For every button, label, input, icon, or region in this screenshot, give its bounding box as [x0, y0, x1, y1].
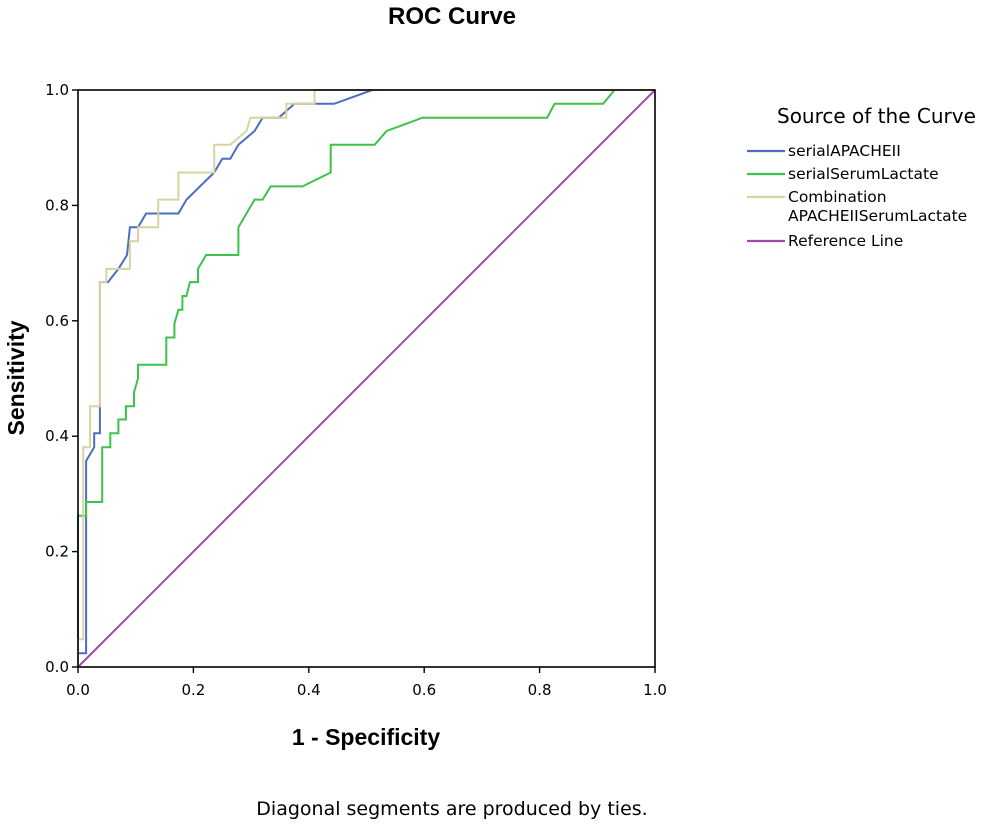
series-line-serialserumlactate [77, 89, 655, 667]
chart-title: ROC Curve [388, 3, 516, 30]
x-tick-label: 0.2 [181, 681, 205, 699]
series-layer [77, 89, 656, 668]
x-axis: 0.0 0.2 0.4 0.6 0.8 1.0 [66, 667, 667, 699]
y-tick-label: 0.6 [45, 312, 69, 330]
x-tick-label: 0.4 [297, 681, 321, 699]
y-tick-label: 0.8 [45, 196, 69, 214]
legend-label: serialSerumLactate [788, 165, 939, 183]
y-axis: 0.0 0.2 0.4 0.6 0.8 1.0 [45, 81, 78, 676]
y-tick-label: 0.4 [45, 427, 69, 445]
legend-label: Reference Line [788, 232, 903, 250]
footnote: Diagonal segments are produced by ties. [256, 798, 647, 820]
series-line-combination-apacheiiserumlactate [77, 89, 655, 667]
series-line-reference-line [77, 89, 656, 668]
plot-frame [77, 89, 656, 668]
legend-label: Combination [788, 188, 887, 206]
legend: serialAPACHEII serialSerumLactate Combinat… [747, 142, 967, 250]
y-tick-label: 0.0 [45, 658, 69, 676]
x-tick-label: 1.0 [643, 681, 667, 699]
y-tick-label: 0.2 [45, 543, 69, 561]
legend-label: APACHEIISerumLactate [788, 207, 967, 225]
y-tick-label: 1.0 [45, 81, 69, 99]
x-tick-label: 0.6 [412, 681, 436, 699]
legend-label: serialAPACHEII [788, 142, 901, 160]
x-tick-label: 0.0 [66, 681, 90, 699]
y-axis-title: Sensitivity [3, 320, 29, 435]
x-axis-title: 1 - Specificity [292, 724, 440, 750]
legend-title: Source of the Curve [777, 104, 976, 128]
x-tick-label: 0.8 [528, 681, 552, 699]
